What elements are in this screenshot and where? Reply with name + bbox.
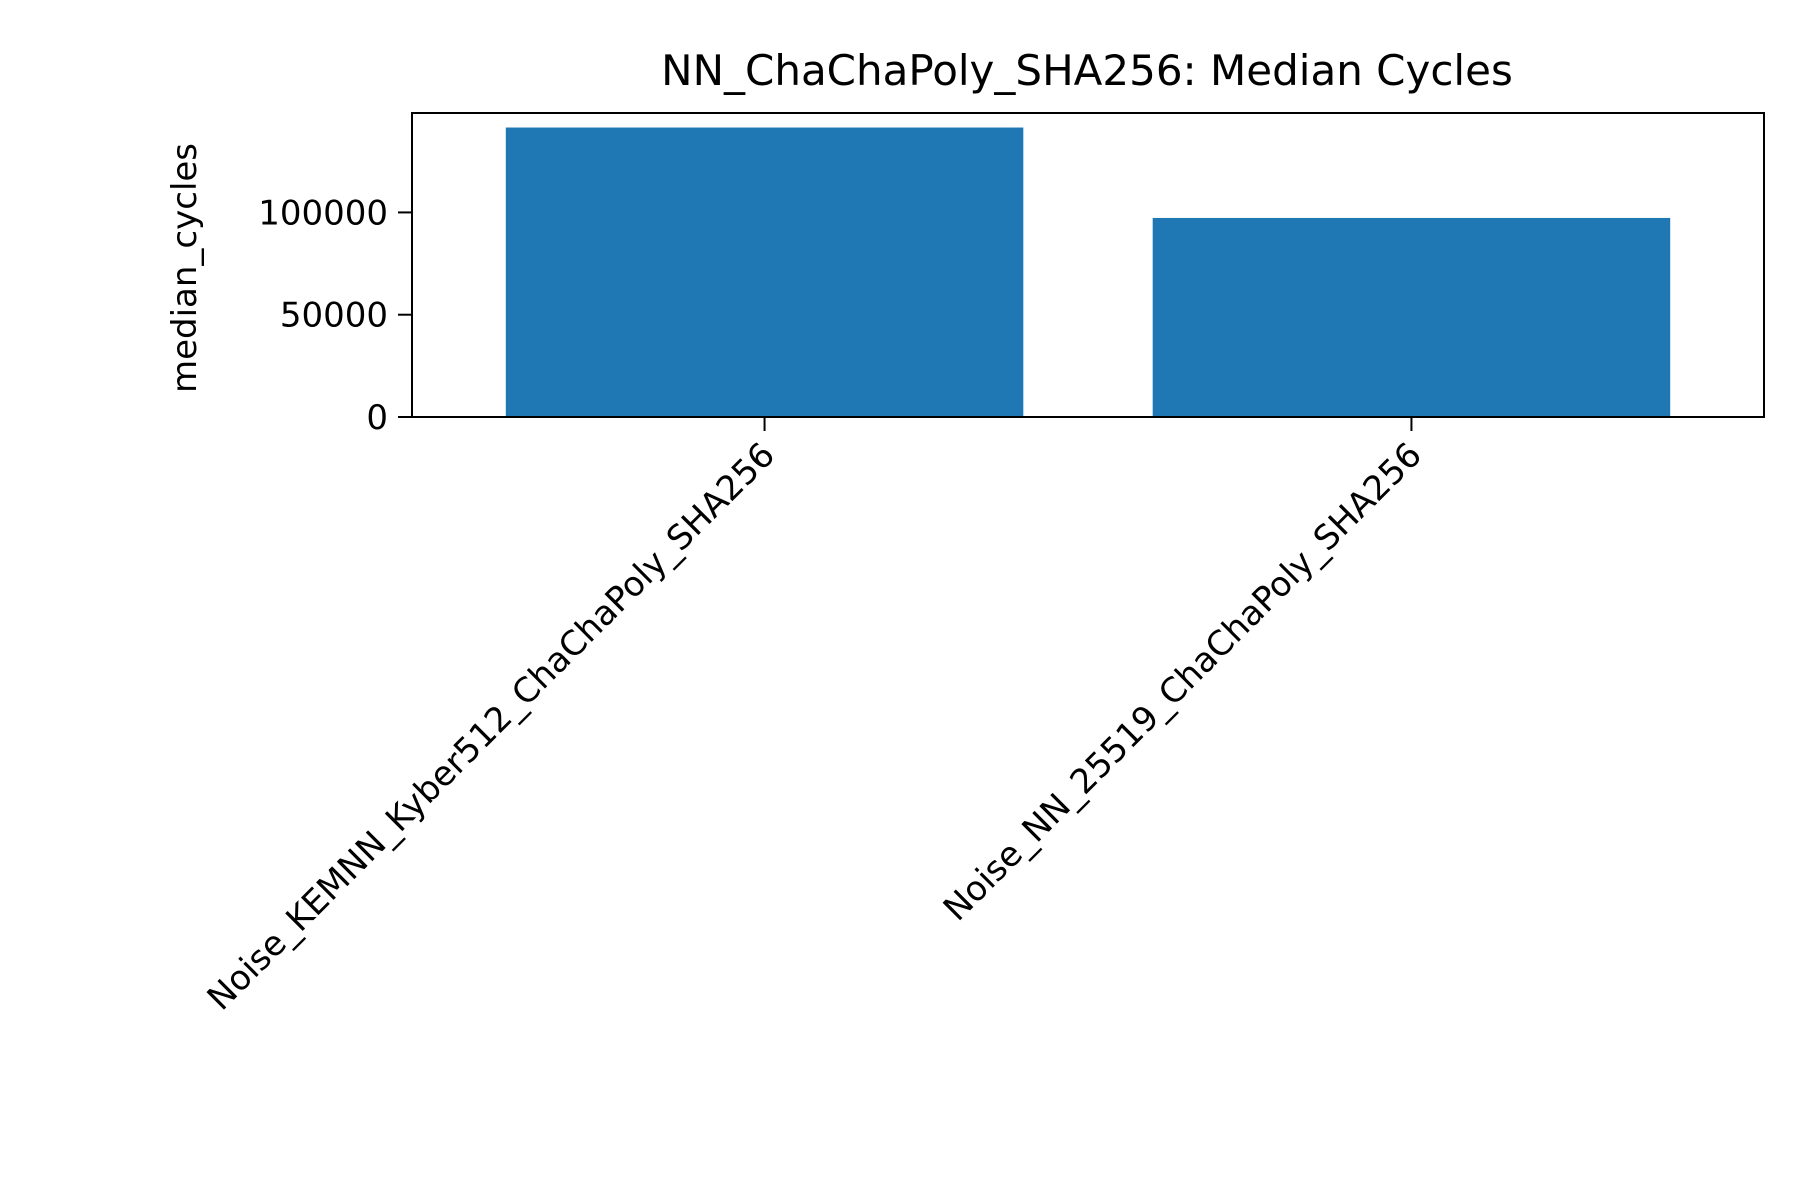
- x-axis-ticks: Noise_KEMNN_Kyber512_ChaChaPoly_SHA256 No…: [200, 417, 1430, 1018]
- bar-1: [1152, 217, 1671, 417]
- bar-0: [505, 127, 1024, 417]
- y-axis-label: median_cycles: [165, 143, 205, 393]
- y-tick-label-1: 50000: [280, 296, 388, 336]
- y-axis-ticks: 0 50000 100000: [258, 193, 412, 438]
- bars-group: [505, 127, 1671, 417]
- plot-area-frame: [411, 112, 1765, 418]
- x-tick-label-1: Noise_NN_25519_ChaChaPoly_SHA256: [936, 435, 1430, 929]
- y-tick-label-2: 100000: [258, 193, 388, 233]
- x-tick-label-0: Noise_KEMNN_Kyber512_ChaChaPoly_SHA256: [200, 435, 783, 1018]
- chart-title: NN_ChaChaPoly_SHA256: Median Cycles: [661, 46, 1513, 95]
- y-tick-label-0: 0: [366, 398, 388, 438]
